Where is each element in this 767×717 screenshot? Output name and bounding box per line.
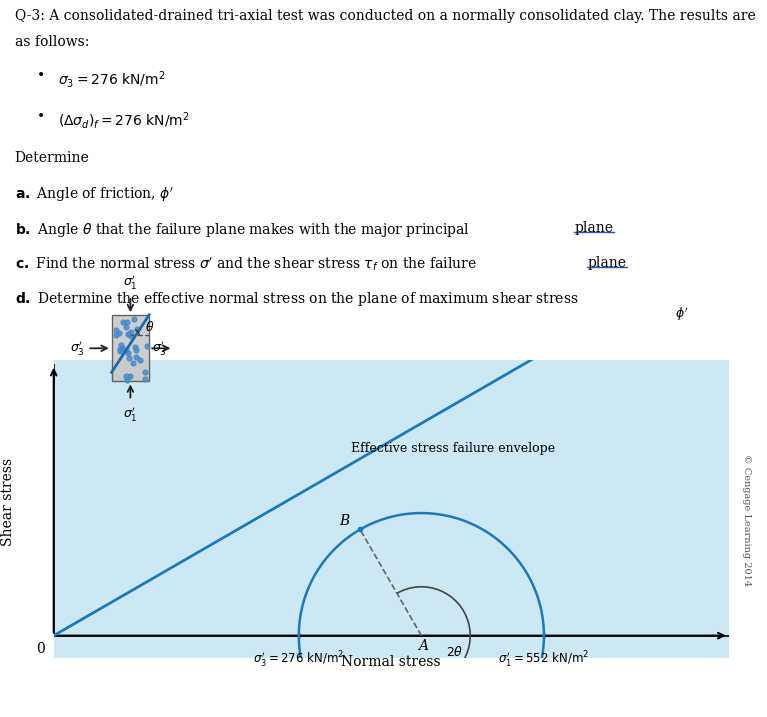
Text: Normal stress: Normal stress	[341, 655, 441, 669]
Text: plane: plane	[574, 221, 613, 235]
Text: 0: 0	[36, 642, 44, 656]
Text: $\sigma_1' = 552\ \mathrm{kN/m^2}$: $\sigma_1' = 552\ \mathrm{kN/m^2}$	[499, 650, 590, 670]
Text: $\sigma_3' = 276\ \mathrm{kN/m^2}$: $\sigma_3' = 276\ \mathrm{kN/m^2}$	[253, 650, 344, 670]
Text: •: •	[36, 110, 44, 125]
Text: Shear stress: Shear stress	[1, 458, 15, 546]
Text: $\sigma_3 = 276\ \mathrm{kN/m^2}$: $\sigma_3 = 276\ \mathrm{kN/m^2}$	[58, 70, 166, 90]
Text: $\sigma_3'$: $\sigma_3'$	[152, 339, 166, 357]
Text: $\phi'$: $\phi'$	[676, 305, 689, 323]
Text: $\mathbf{a.}$ Angle of friction, $\phi'$: $\mathbf{a.}$ Angle of friction, $\phi'$	[15, 186, 174, 204]
Text: $\mathbf{b.}$ Angle $\theta$ that the failure plane makes with the major princip: $\mathbf{b.}$ Angle $\theta$ that the fa…	[15, 221, 470, 239]
Text: plane: plane	[588, 255, 627, 270]
Bar	[112, 315, 150, 381]
Text: $\theta$: $\theta$	[145, 320, 155, 333]
Text: A: A	[418, 639, 428, 653]
Text: $2\theta$: $2\theta$	[446, 645, 463, 658]
Text: $\sigma_3'$: $\sigma_3'$	[70, 339, 84, 357]
Text: Determine: Determine	[15, 151, 89, 166]
Text: $\sigma_1'$: $\sigma_1'$	[123, 273, 138, 291]
Text: $(\Delta\sigma_d)_f = 276\ \mathrm{kN/m^2}$: $(\Delta\sigma_d)_f = 276\ \mathrm{kN/m^…	[58, 110, 190, 131]
Text: B: B	[339, 514, 349, 528]
Text: Effective stress failure envelope: Effective stress failure envelope	[351, 442, 555, 455]
Text: as follows:: as follows:	[15, 34, 89, 49]
Text: $\sigma_1'$: $\sigma_1'$	[123, 405, 138, 423]
Text: $\mathbf{c.}$ Find the normal stress $\sigma'$ and the shear stress $\tau_f$ on : $\mathbf{c.}$ Find the normal stress $\s…	[15, 255, 477, 273]
Text: $\mathbf{d.}$ Determine the effective normal stress on the plane of maximum shea: $\mathbf{d.}$ Determine the effective no…	[15, 290, 578, 308]
Text: © Cengage Learning 2014: © Cengage Learning 2014	[742, 454, 751, 587]
Text: Q-3: A consolidated-drained tri-axial test was conducted on a normally consolida: Q-3: A consolidated-drained tri-axial te…	[15, 9, 755, 24]
Text: •: •	[36, 70, 44, 83]
